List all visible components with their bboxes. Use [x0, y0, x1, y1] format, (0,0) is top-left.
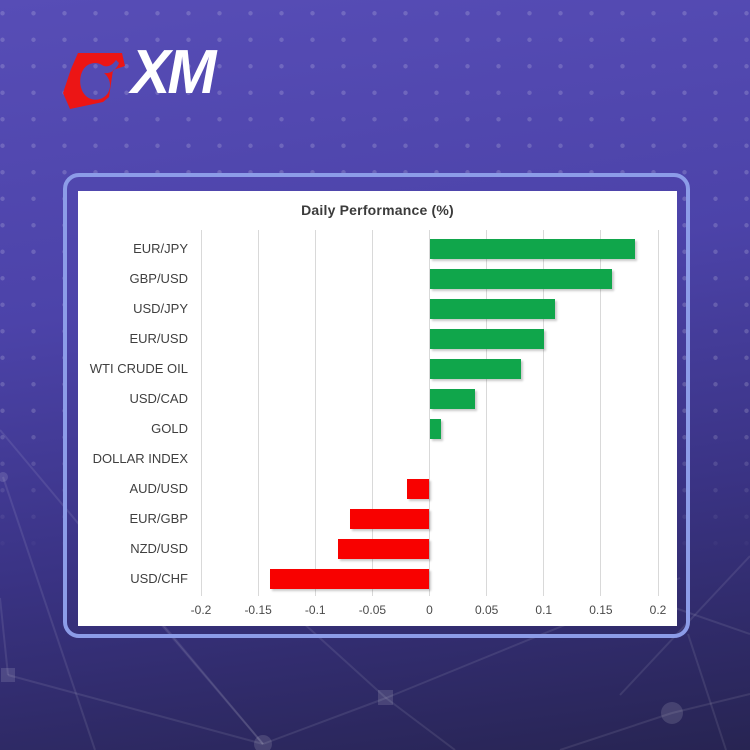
gridline — [657, 230, 659, 596]
performance-bar — [406, 479, 430, 499]
performance-bar — [429, 359, 521, 379]
constellation-circle-node — [254, 735, 272, 750]
constellation-circle-node — [0, 472, 8, 482]
category-label: EUR/GBP — [129, 511, 188, 526]
performance-bar — [429, 299, 556, 319]
category-label: USD/CHF — [130, 571, 188, 586]
gridline — [371, 230, 373, 596]
gridline — [429, 230, 430, 596]
constellation-square-node — [1, 668, 15, 682]
x-axis-tick-label: -0.2 — [190, 603, 212, 617]
category-label: EUR/JPY — [133, 241, 188, 256]
category-label: EUR/USD — [129, 331, 188, 346]
xm-bull-icon — [63, 53, 125, 109]
performance-bar — [429, 419, 441, 439]
category-label: USD/CAD — [129, 391, 188, 406]
performance-bar — [429, 389, 476, 409]
x-axis-tick-label: 0 — [426, 603, 433, 617]
constellation-circle-node — [661, 702, 683, 724]
category-label: AUD/USD — [129, 481, 188, 496]
category-label: NZD/USD — [130, 541, 188, 556]
xm-logo: XM — [63, 38, 218, 110]
x-axis-tick-label: 0.15 — [589, 603, 613, 617]
performance-bar — [429, 269, 613, 289]
x-axis-tick-label: -0.05 — [358, 603, 387, 617]
performance-bar — [269, 569, 430, 589]
performance-bar — [338, 539, 430, 559]
category-label: GBP/USD — [129, 271, 188, 286]
x-axis-tick-label: -0.1 — [304, 603, 326, 617]
x-axis-tick-label: 0.1 — [535, 603, 553, 617]
gridline — [486, 230, 488, 596]
gridline — [257, 230, 259, 596]
performance-bar — [349, 509, 430, 529]
chart-title: Daily Performance (%) — [301, 202, 454, 218]
brand-text: XM — [131, 38, 216, 107]
gridline — [600, 230, 602, 596]
gridline — [543, 230, 545, 596]
category-label: USD/JPY — [133, 301, 188, 316]
x-axis-tick-label: -0.15 — [244, 603, 272, 617]
performance-bar — [429, 329, 544, 349]
performance-bar — [429, 239, 636, 259]
chart-card: Daily Performance (%) -0.2 -0.15 -0.1 -0.05… — [63, 173, 690, 638]
gridline — [314, 230, 316, 596]
x-axis-tick-label: 0.2 — [649, 603, 667, 617]
category-label: DOLLAR INDEX — [92, 451, 188, 466]
category-label: GOLD — [151, 421, 188, 436]
daily-performance-chart: Daily Performance (%) -0.2 -0.15 -0.1 -0.05… — [78, 191, 677, 626]
x-axis-tick-label: 0.05 — [474, 603, 499, 617]
constellation-square-node — [378, 690, 393, 705]
category-label: WTI CRUDE OIL — [89, 361, 188, 376]
gridline — [200, 230, 202, 596]
